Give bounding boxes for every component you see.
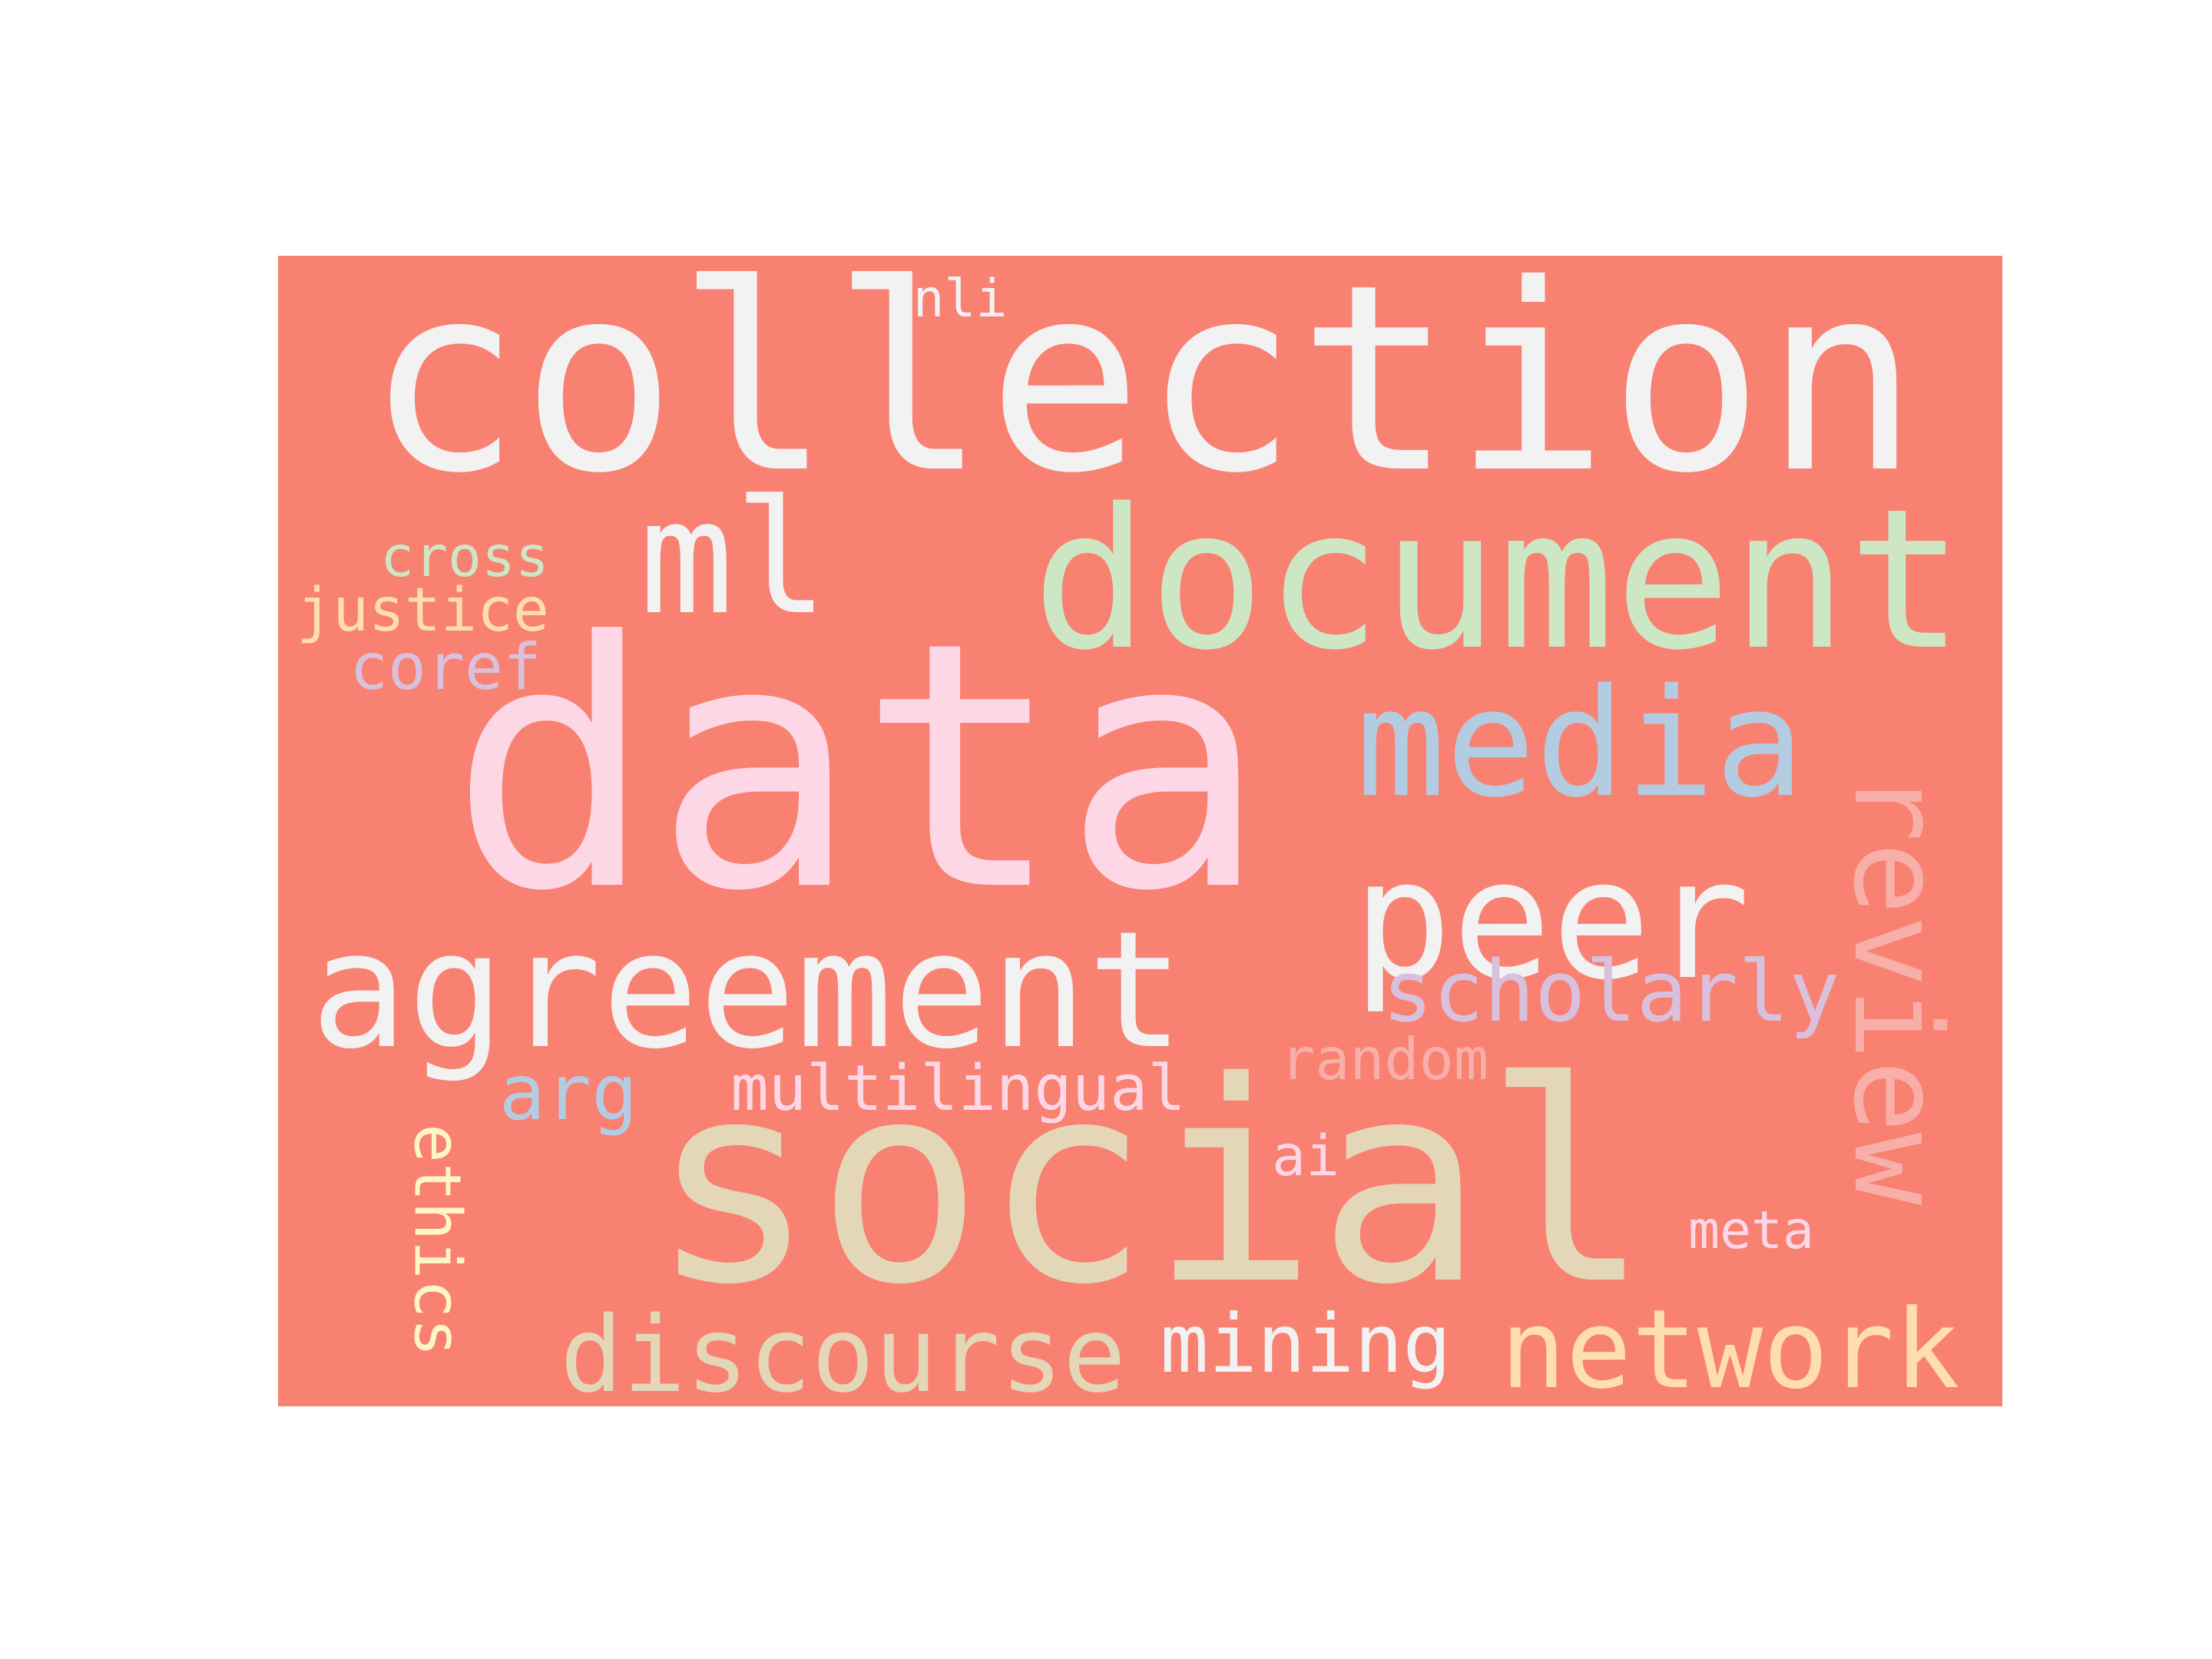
word-scholarly: scholarly xyxy=(1382,942,1840,1041)
word-collection: collection xyxy=(366,256,1920,530)
word-network: network xyxy=(1500,1286,1960,1406)
word-mining: mining xyxy=(1160,1296,1452,1391)
word-meta: meta xyxy=(1688,1200,1814,1261)
word-document: document xyxy=(1031,468,1965,693)
word-cloud: data collection social document agreemen… xyxy=(278,256,2002,1406)
word-data: data xyxy=(449,571,1267,965)
word-nli: nli xyxy=(912,268,1008,329)
word-ai: ai xyxy=(1272,1123,1339,1189)
word-media: media xyxy=(1356,656,1805,830)
word-arg: arg xyxy=(498,1047,638,1137)
word-ethics: ethics xyxy=(399,1124,475,1357)
word-social: social xyxy=(649,1023,1651,1346)
word-discourse: discourse xyxy=(560,1295,1126,1406)
word-random: random xyxy=(1280,1025,1488,1093)
word-coref: coref xyxy=(349,629,541,704)
word-multilingual: multilingual xyxy=(730,1051,1186,1125)
word-cross: cross xyxy=(380,524,549,590)
word-peer: peer xyxy=(1353,823,1750,1016)
word-ml: ml xyxy=(639,467,829,650)
word-justice: justice xyxy=(296,575,549,645)
word-agreement: agreement xyxy=(310,896,1184,1084)
word-review: review xyxy=(1826,769,1968,1205)
